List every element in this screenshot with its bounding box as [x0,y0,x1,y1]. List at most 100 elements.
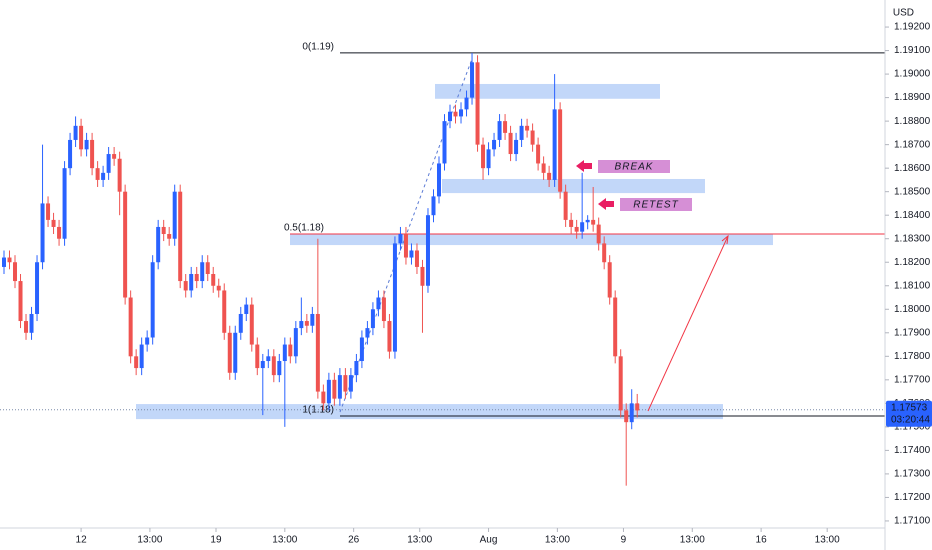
x-tick-label: 19 [210,535,222,546]
x-tick-label: 12 [76,535,88,546]
candle-body [161,226,166,235]
candle-body [249,304,254,345]
candle-body [436,163,441,197]
candle-body [271,356,276,376]
x-tick-label: 13:00 [272,535,297,546]
candle-body [299,321,304,329]
candle-body [189,273,194,291]
candle-body [112,154,117,159]
candle-body [282,344,287,362]
candle-body [73,125,78,140]
x-tick-label: Aug [480,535,498,546]
candle-body [128,297,133,357]
candle-body [514,139,519,155]
candle-body [288,344,293,357]
currency-label: USD [893,8,914,19]
candle-body [156,226,161,263]
annotation-arrow [576,160,592,172]
x-tick-label: 13:00 [545,535,570,546]
candle-body [420,266,425,286]
candle-body [194,273,199,282]
candle-body [519,125,524,140]
annotation-label: BREAK [615,162,654,173]
candle-body [392,243,397,352]
candle-body [348,375,353,392]
candle-body [46,203,51,220]
candle-body [624,410,629,423]
candle-body [7,257,12,263]
candle-body [569,219,574,227]
zone [442,178,705,194]
y-tick-label: 1.18100 [894,280,931,291]
candle-body [62,168,67,239]
zone [136,404,723,420]
candle-body [503,121,508,133]
y-tick-label: 1.18800 [894,116,931,127]
fib-label: 0(1.19) [302,42,334,53]
candle-body [403,234,408,258]
candle-body [29,313,34,333]
y-tick-label: 1.17800 [894,351,931,362]
candle-body [558,109,563,192]
candle-body [277,361,282,376]
candle-body [409,250,414,258]
candle-body [18,281,23,322]
y-tick-label: 1.17400 [894,445,931,456]
candle-body [585,219,590,223]
candle-body [359,337,364,362]
candle-body [337,375,342,399]
candle-body [167,234,172,239]
candle-body [541,163,546,173]
candle-body [481,144,486,169]
candle-body [376,297,381,310]
candle-body [178,191,183,282]
x-tick-label: 13:00 [407,535,432,546]
candle-body [183,281,188,291]
candle-body [293,328,298,357]
fib-label: 0.5(1.18) [284,223,324,234]
y-tick-label: 1.18300 [894,233,931,244]
y-tick-label: 1.19200 [894,22,931,33]
last-price-label: 1.17573 [891,402,928,413]
y-tick-label: 1.18000 [894,304,931,315]
candle-body [238,313,243,333]
candle-body [508,132,513,155]
candle-body [95,168,100,180]
candle-body [90,139,95,169]
x-tick-label: 13:00 [815,535,840,546]
candle-body [40,203,45,263]
y-tick-label: 1.18200 [894,257,931,268]
candle-body [84,139,89,150]
annotation-arrow [598,198,614,210]
candle-body [607,262,612,298]
candle-body [332,379,337,399]
candle-body [139,344,144,369]
candle-body [536,144,541,164]
candle-body [123,191,128,298]
candle-body [591,219,596,225]
candle-body [233,332,238,373]
candle-body [200,262,205,282]
candle-body [101,172,106,180]
candle-body [343,375,348,392]
candle-body [172,191,177,239]
candle-body [464,97,469,110]
candle-body [398,234,403,244]
annotation-box [598,160,670,173]
candle-body [57,226,62,239]
y-tick-label: 1.18600 [894,163,931,174]
candle-body [145,337,150,345]
candle-body [596,224,601,244]
candle-body [321,391,326,404]
zone [435,83,660,99]
y-tick-label: 1.17100 [894,516,931,527]
candle-body [530,130,535,145]
candle-body [79,125,84,150]
x-tick-label: 13:00 [680,535,705,546]
candle-body [211,273,216,286]
candle-body [425,215,430,286]
x-tick-label: 9 [621,535,627,546]
candle-body [260,361,265,369]
y-tick-label: 1.17300 [894,469,931,480]
